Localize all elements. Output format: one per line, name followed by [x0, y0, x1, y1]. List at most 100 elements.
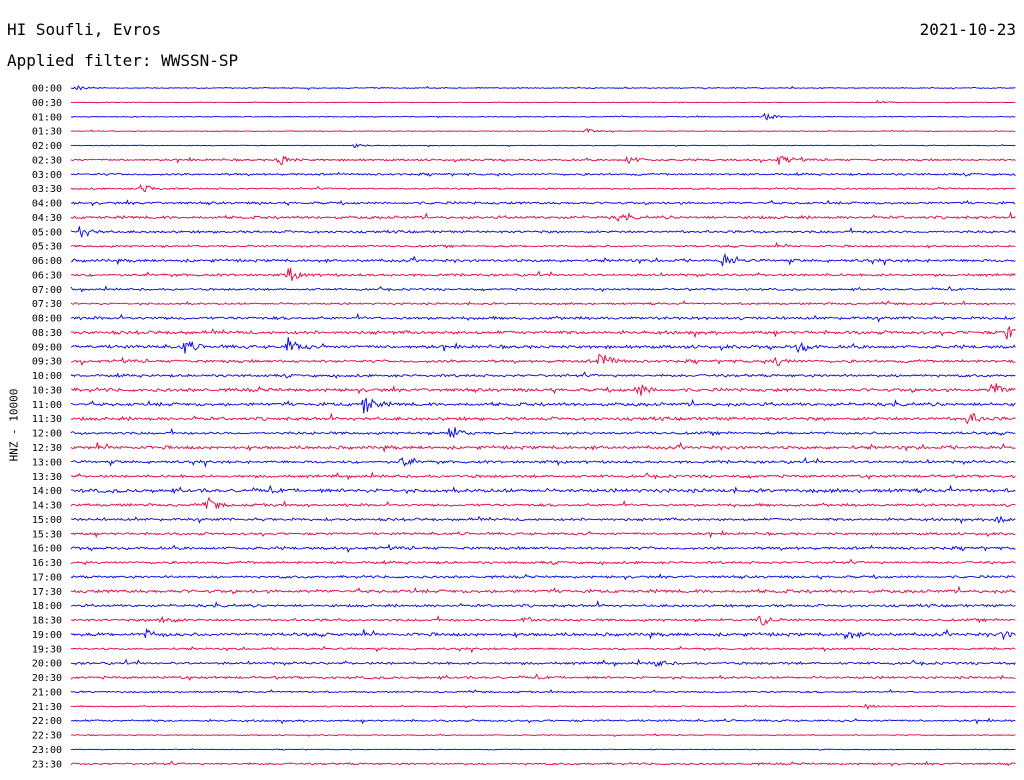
- tick-label-1500: 15:00: [32, 515, 62, 526]
- trace-row-0200: [70, 143, 1016, 149]
- trace-row-0730: [70, 300, 1016, 306]
- trace-row-0830: [70, 326, 1016, 340]
- trace-row-1200: [70, 427, 1016, 439]
- trace-row-0600: [70, 252, 1016, 267]
- tick-label-0000: 00:00: [32, 84, 62, 95]
- station-title: HI Soufli, Evros: [7, 20, 162, 39]
- tick-label-0030: 00:30: [32, 98, 62, 109]
- tick-label-0730: 07:30: [32, 299, 62, 310]
- trace-row-2100: [70, 688, 1016, 694]
- trace-row-0130: [70, 127, 1016, 134]
- tick-label-1900: 19:00: [32, 630, 62, 641]
- record-date: 2021-10-23: [919, 20, 1016, 39]
- trace-row-1530: [70, 529, 1016, 539]
- tick-label-1400: 14:00: [32, 486, 62, 497]
- tick-label-0230: 02:30: [32, 155, 62, 166]
- tick-label-0600: 06:00: [32, 256, 62, 267]
- tick-label-0400: 04:00: [32, 199, 62, 210]
- tick-label-2330: 23:30: [32, 759, 62, 770]
- tick-label-0330: 03:30: [32, 184, 62, 195]
- trace-row-0000: [70, 84, 1016, 91]
- trace-row-0100: [70, 112, 1016, 121]
- tick-label-1230: 12:30: [32, 443, 62, 454]
- trace-row-0230: [70, 155, 1016, 166]
- tick-label-1330: 13:30: [32, 472, 62, 483]
- tick-label-1830: 18:30: [32, 616, 62, 627]
- trace-row-1730: [70, 585, 1016, 595]
- tick-label-2230: 22:30: [32, 731, 62, 742]
- trace-row-2130: [70, 704, 1016, 710]
- tick-label-1430: 14:30: [32, 501, 62, 512]
- tick-label-0930: 09:30: [32, 357, 62, 368]
- tick-label-1530: 15:30: [32, 529, 62, 540]
- trace-row-2030: [70, 673, 1016, 681]
- tick-label-2000: 20:00: [32, 659, 62, 670]
- tick-label-1030: 10:30: [32, 385, 62, 396]
- trace-row-0800: [70, 312, 1016, 323]
- tick-label-1700: 17:00: [32, 572, 62, 583]
- tick-label-0700: 07:00: [32, 285, 62, 296]
- tick-label-1730: 17:30: [32, 587, 62, 598]
- tick-label-1000: 10:00: [32, 371, 62, 382]
- tick-label-0200: 02:00: [32, 141, 62, 152]
- trace-row-1830: [70, 615, 1016, 626]
- tick-label-0500: 05:00: [32, 227, 62, 238]
- tick-label-1600: 16:00: [32, 544, 62, 555]
- trace-row-0430: [70, 211, 1016, 223]
- tick-label-0300: 03:00: [32, 170, 62, 181]
- filter-label: Applied filter: WWSSN-SP: [7, 51, 239, 70]
- tick-label-2100: 21:00: [32, 687, 62, 698]
- trace-row-2300: [70, 748, 1016, 751]
- trace-row-1700: [70, 573, 1016, 581]
- trace-row-1330: [70, 471, 1016, 481]
- trace-row-1130: [70, 412, 1016, 425]
- trace-row-0700: [70, 285, 1016, 293]
- tick-label-0800: 08:00: [32, 314, 62, 325]
- trace-row-1800: [70, 599, 1016, 608]
- tick-label-0100: 01:00: [32, 112, 62, 123]
- trace-row-0030: [70, 99, 1016, 104]
- tick-label-1130: 11:30: [32, 414, 62, 425]
- trace-row-0330: [70, 183, 1016, 192]
- trace-row-1500: [70, 515, 1016, 525]
- tick-label-1100: 11:00: [32, 400, 62, 411]
- tick-label-1200: 12:00: [32, 429, 62, 440]
- trace-row-2230: [70, 733, 1016, 737]
- trace-row-2000: [70, 658, 1016, 668]
- trace-row-1100: [70, 397, 1016, 414]
- trace-row-1230: [70, 441, 1016, 453]
- tick-label-2300: 23:00: [32, 745, 62, 756]
- trace-row-0930: [70, 353, 1016, 367]
- trace-row-0500: [70, 226, 1016, 239]
- trace-row-1900: [70, 627, 1016, 641]
- trace-row-1030: [70, 383, 1016, 396]
- trace-row-0530: [70, 241, 1016, 249]
- tick-label-0130: 01:30: [32, 127, 62, 138]
- tick-label-2200: 22:00: [32, 716, 62, 727]
- trace-row-2200: [70, 717, 1016, 725]
- trace-row-2330: [70, 760, 1016, 767]
- trace-row-1300: [70, 456, 1016, 468]
- trace-row-1400: [70, 484, 1016, 495]
- tick-label-0630: 06:30: [32, 270, 62, 281]
- trace-row-1600: [70, 543, 1016, 553]
- trace-row-0400: [70, 199, 1016, 207]
- trace-row-1430: [70, 496, 1016, 510]
- tick-label-1630: 16:30: [32, 558, 62, 569]
- tick-label-0900: 09:00: [32, 342, 62, 353]
- trace-row-1630: [70, 558, 1016, 566]
- trace-row-1930: [70, 645, 1016, 654]
- trace-row-0630: [70, 267, 1016, 281]
- tick-label-2030: 20:30: [32, 673, 62, 684]
- tick-label-1800: 18:00: [32, 601, 62, 612]
- trace-row-0900: [70, 337, 1016, 354]
- trace-row-1000: [70, 371, 1016, 379]
- tick-label-1930: 19:30: [32, 644, 62, 655]
- tick-label-2130: 21:30: [32, 702, 62, 713]
- tick-label-0530: 05:30: [32, 242, 62, 253]
- trace-row-0300: [70, 171, 1016, 177]
- tick-label-0830: 08:30: [32, 328, 62, 339]
- tick-label-1300: 13:00: [32, 457, 62, 468]
- tick-label-0430: 04:30: [32, 213, 62, 224]
